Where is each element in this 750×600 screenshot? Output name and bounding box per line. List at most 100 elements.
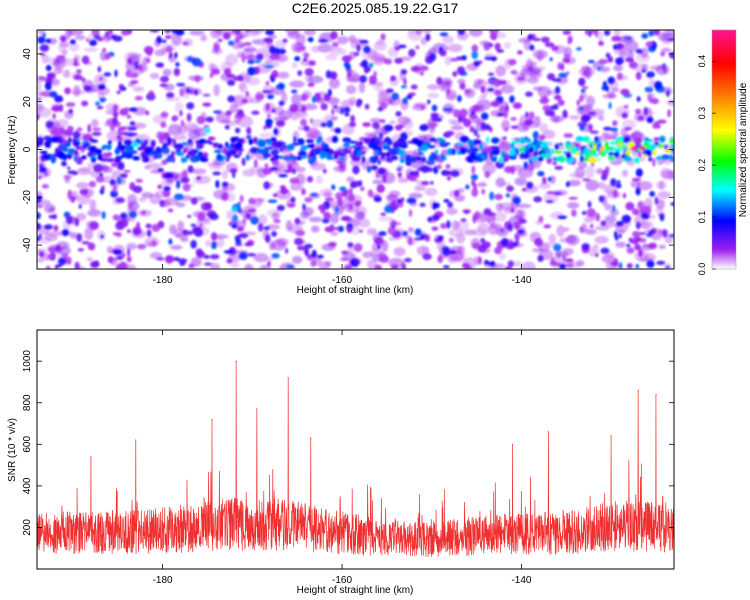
spectrogram-band-blob xyxy=(354,146,362,152)
spectrogram-speckle xyxy=(156,35,162,44)
spectrogram-band-blob xyxy=(56,151,65,159)
spectrogram-speckle xyxy=(594,235,609,244)
spectrogram-band-blob xyxy=(230,136,237,143)
spectrogram-speckle xyxy=(205,116,214,123)
spectrogram-band-blob xyxy=(317,135,323,143)
spectrogram-speckle xyxy=(374,83,384,92)
spectrogram-speckle xyxy=(541,176,547,185)
spectrogram-speckle xyxy=(98,83,106,91)
spectrogram-speckle xyxy=(397,177,409,183)
spectrogram-speckle xyxy=(398,44,407,49)
spectrogram-speckle xyxy=(358,229,364,233)
spectrogram-speckle xyxy=(100,185,105,191)
spectrogram-y-tick-label: 0 xyxy=(22,146,33,152)
spectrogram-speckle xyxy=(128,202,133,210)
spectrogram-band-blob xyxy=(624,156,633,162)
spectrogram-speckle xyxy=(487,72,495,76)
spectrogram-speckle xyxy=(247,59,255,65)
snr-peak-point xyxy=(211,418,213,420)
spectrogram-speckle xyxy=(616,180,621,184)
spectrogram-speckle xyxy=(289,103,299,113)
spectrogram-speckle xyxy=(482,162,496,175)
spectrogram-speckle xyxy=(329,49,343,56)
spectrogram-speckle xyxy=(81,241,90,245)
spectrogram-speckle xyxy=(427,99,431,105)
spectrogram-speckle xyxy=(135,178,144,183)
spectrogram-speckle xyxy=(414,237,424,241)
spectrogram-speckle xyxy=(448,250,456,255)
spectrogram-band-blob xyxy=(398,137,405,141)
spectrogram-speckle xyxy=(115,197,125,204)
spectrogram-speckle xyxy=(521,261,536,269)
spectrogram-speckle xyxy=(303,52,310,59)
spectrogram-speckle xyxy=(604,203,612,211)
spectrogram-speckle xyxy=(565,234,580,246)
spectrogram-speckle xyxy=(517,168,533,179)
spectrogram-speckle xyxy=(203,254,210,259)
spectrogram-speckle xyxy=(436,76,443,85)
spectrogram-speckle xyxy=(209,136,216,141)
snr-series-line xyxy=(37,361,674,557)
spectrogram-speckle xyxy=(638,150,642,158)
spectrogram-speckle xyxy=(290,196,296,203)
spectrogram-speckle xyxy=(384,205,393,213)
spectrogram-speckle xyxy=(257,222,264,232)
spectrogram-speckle xyxy=(587,200,592,208)
spectrogram-speckle xyxy=(443,81,452,85)
spectrogram-peak xyxy=(617,142,623,147)
spectrogram-band-blob xyxy=(509,149,516,156)
spectrogram-speckle xyxy=(437,254,444,264)
spectrogram-speckle xyxy=(160,39,167,44)
spectrogram-speckle xyxy=(237,109,244,116)
spectrogram-speckle xyxy=(37,257,45,263)
spectrogram-speckle xyxy=(213,160,226,166)
spectrogram-speckle xyxy=(347,227,352,234)
spectrogram-speckle xyxy=(311,249,317,258)
spectrogram-speckle xyxy=(377,216,394,222)
spectrogram-speckle xyxy=(189,30,205,36)
spectrogram-band-blob xyxy=(74,149,79,157)
spectrogram-speckle xyxy=(621,169,629,177)
spectrogram-speckle xyxy=(557,62,562,70)
spectrogram-speckle xyxy=(469,30,483,37)
spectrogram-speckle xyxy=(254,59,262,64)
spectrogram-speckle xyxy=(164,30,172,34)
spectrogram-speckle xyxy=(310,45,322,53)
spectrogram-speckle xyxy=(160,121,167,128)
spectrogram-speckle xyxy=(478,95,486,101)
spectrogram-speckle xyxy=(167,123,182,136)
spectrogram-band-blob xyxy=(386,139,393,146)
spectrogram-speckle xyxy=(54,95,64,103)
spectrogram-band-blob xyxy=(501,150,506,158)
spectrogram-speckle xyxy=(37,211,42,220)
spectrogram-speckle xyxy=(613,230,618,239)
spectrogram-speckle xyxy=(116,134,122,140)
spectrogram-speckle xyxy=(197,212,206,222)
spectrogram-speckle xyxy=(265,234,271,243)
spectrogram-speckle xyxy=(210,262,221,269)
spectrogram-speckle xyxy=(341,55,352,63)
spectrogram-speckle xyxy=(655,180,668,190)
spectrogram-speckle xyxy=(624,127,633,131)
spectrogram-speckle xyxy=(42,32,46,38)
spectrogram-speckle xyxy=(507,224,514,232)
spectrogram-speckle xyxy=(246,77,261,86)
spectrogram-speckle xyxy=(278,173,288,178)
spectrogram-speckle xyxy=(75,156,83,165)
spectrogram-speckle xyxy=(605,251,615,260)
spectrogram-speckle xyxy=(372,121,380,129)
spectrogram-band-blob xyxy=(659,135,666,143)
spectrogram-speckle xyxy=(65,102,76,107)
spectrogram-speckle xyxy=(68,108,74,114)
spectrogram-speckle xyxy=(120,131,129,136)
spectrogram-speckle xyxy=(626,247,635,254)
spectrogram-speckle xyxy=(159,133,167,140)
spectrogram-x-tick-label: -180 xyxy=(153,275,173,286)
spectrogram-speckle xyxy=(334,127,342,134)
snr-peak-point xyxy=(637,389,639,391)
spectrogram-speckle xyxy=(632,208,639,216)
spectrogram-speckle xyxy=(317,43,333,53)
spectrogram-speckle xyxy=(145,110,150,116)
spectrogram-speckle xyxy=(196,175,202,181)
spectrogram-speckle xyxy=(578,77,586,87)
